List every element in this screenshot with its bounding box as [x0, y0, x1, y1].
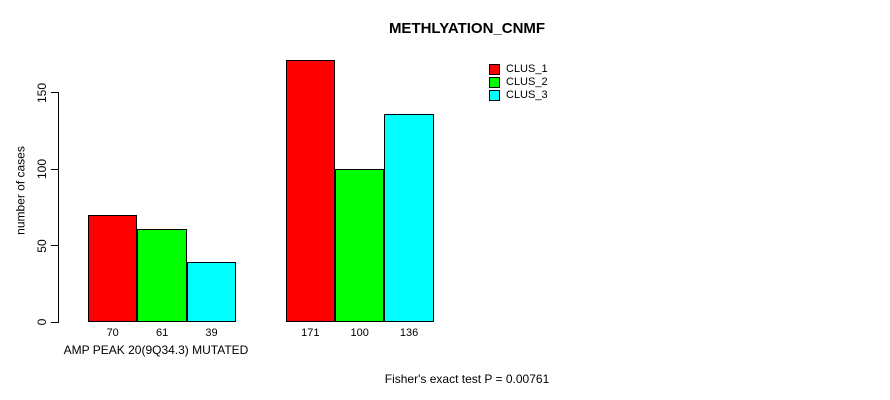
y-tick	[51, 92, 58, 93]
y-axis-label: number of cases	[13, 146, 28, 235]
legend-label: CLUS_3	[506, 89, 548, 101]
y-tick	[51, 321, 58, 323]
legend-row: CLUS_2	[489, 76, 548, 89]
legend-row: CLUS_1	[489, 63, 548, 76]
bar-clus_1	[88, 214, 138, 322]
bar-clus_3	[384, 113, 434, 322]
bar-clus_2	[137, 228, 187, 322]
legend-label: CLUS_1	[506, 63, 548, 75]
legend-swatch-clus-2-icon	[489, 77, 500, 88]
legend-row: CLUS_3	[489, 89, 548, 102]
bar-value-label: 100	[350, 327, 369, 339]
legend-label: CLUS_2	[506, 76, 548, 88]
bar-clus_3	[186, 262, 237, 322]
x-axis-group-label: AMP PEAK 20(9Q34.3) MUTATED	[63, 343, 249, 357]
y-tick-label: 0	[35, 318, 49, 326]
y-axis	[58, 92, 59, 323]
y-tick-label: 100	[35, 158, 49, 180]
y-tick	[51, 168, 58, 170]
legend-swatch-clus-1-icon	[489, 64, 500, 75]
y-tick	[51, 245, 58, 246]
legend: CLUS_1 CLUS_2 CLUS_3	[489, 63, 548, 102]
chart-title: METHLYATION_CNMF	[388, 20, 546, 37]
bar-value-label: 70	[106, 327, 119, 339]
bar-value-label: 171	[301, 327, 320, 339]
bar-value-label: 61	[155, 327, 169, 339]
legend-swatch-clus-3-icon	[489, 90, 500, 101]
y-tick-label: 150	[35, 82, 49, 103]
fisher-test-annotation: Fisher's exact test P = 0.00761	[384, 372, 550, 386]
y-tick-label: 50	[35, 238, 49, 253]
bar-clus_2	[335, 169, 385, 322]
bar-clus_1	[285, 60, 335, 322]
bar-value-label: 39	[205, 327, 218, 339]
bar-value-label: 136	[399, 327, 419, 339]
